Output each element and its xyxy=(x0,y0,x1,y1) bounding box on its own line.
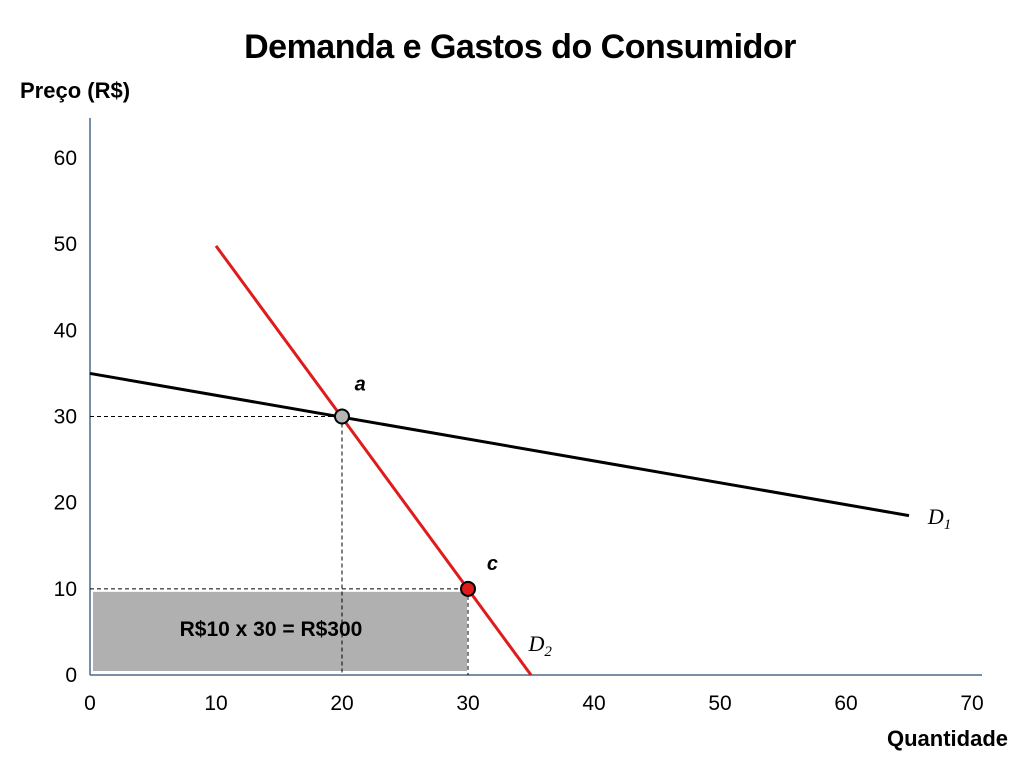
x-tick-label: 10 xyxy=(204,692,227,715)
y-tick-label: 20 xyxy=(54,492,77,515)
expenditure-area-label: R$10 x 30 = R$300 xyxy=(180,618,363,641)
y-tick-label: 0 xyxy=(65,664,77,687)
y-tick-label: 40 xyxy=(54,319,77,342)
x-tick-label: 60 xyxy=(834,692,857,715)
expenditure-area xyxy=(93,591,467,671)
x-tick-label: 40 xyxy=(582,692,605,715)
y-tick-label: 10 xyxy=(54,578,77,601)
demand-curve-d2 xyxy=(214,245,533,676)
x-tick-label: 20 xyxy=(330,692,353,715)
demand-curve-d1 xyxy=(89,371,910,518)
y-axis-label: Preço (R$) xyxy=(20,78,131,103)
chart-title: Demanda e Gastos do Consumidor xyxy=(244,28,796,66)
x-tick-label: 70 xyxy=(960,692,983,715)
x-tick-label: 30 xyxy=(456,692,479,715)
x-axis-label: Quantidade xyxy=(886,726,1008,751)
point-a xyxy=(334,408,350,425)
demand-curve-label-d1: D1 xyxy=(927,504,951,533)
x-tick-label: 50 xyxy=(708,692,731,715)
y-tick-label: 60 xyxy=(54,147,77,170)
curve-label-subscript: 1 xyxy=(944,517,952,533)
curve-label-subscript: 2 xyxy=(544,644,552,660)
point-label-c: c xyxy=(487,553,498,575)
y-tick-label: 50 xyxy=(54,233,77,256)
demand-curve-label-d2: D2 xyxy=(527,631,552,660)
point-label-a: a xyxy=(355,374,366,396)
y-tick-label: 30 xyxy=(54,406,77,429)
point-c xyxy=(460,580,476,597)
x-tick-label: 0 xyxy=(84,692,96,715)
